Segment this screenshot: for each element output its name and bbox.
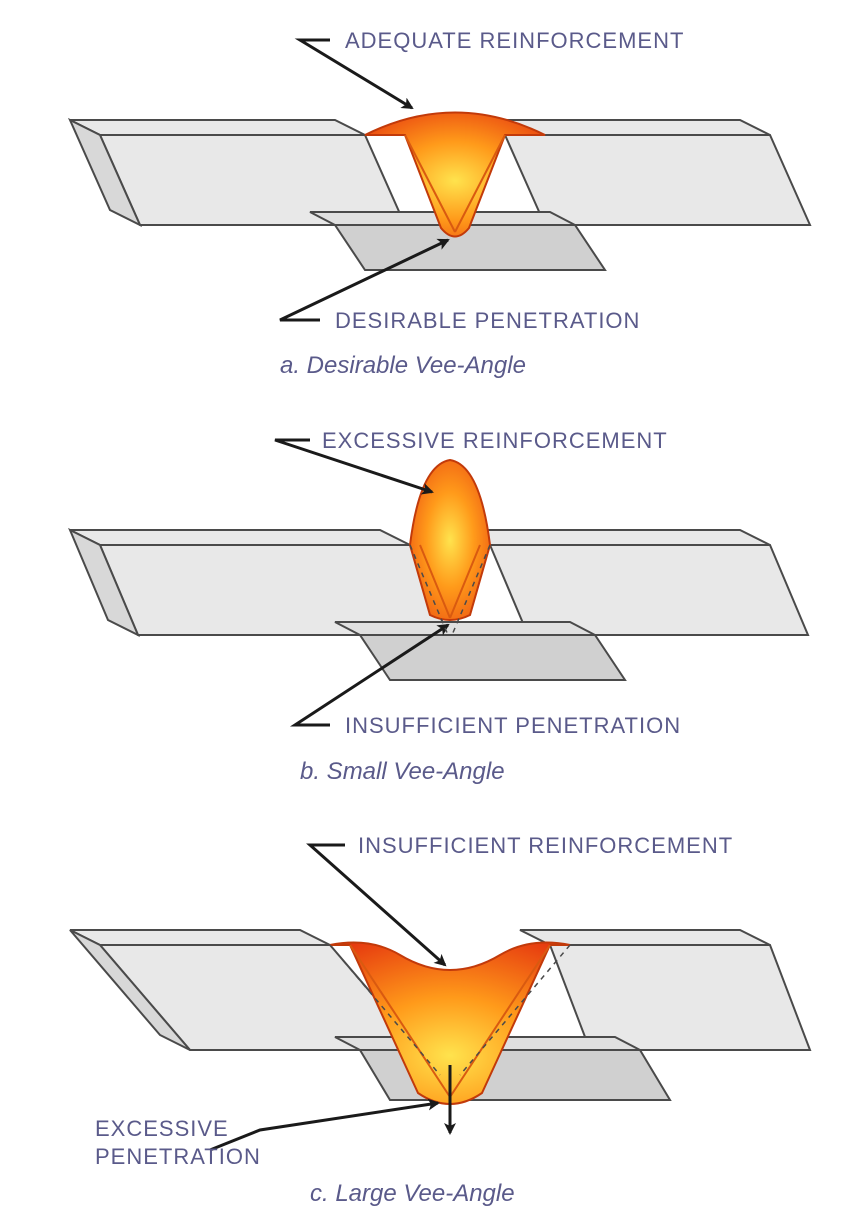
diagram-svg <box>0 0 851 1231</box>
figure-page: ADEQUATE REINFORCEMENT DESIRABLE PENETRA… <box>0 0 851 1231</box>
panel-b <box>70 440 808 725</box>
caption-c: c. Large Vee-Angle <box>310 1180 515 1208</box>
caption-b: b. Small Vee-Angle <box>300 758 505 786</box>
caption-a: a. Desirable Vee-Angle <box>280 352 526 380</box>
panel-c <box>70 845 810 1150</box>
label-a-bottom: DESIRABLE PENETRATION <box>335 308 640 334</box>
label-b-top: EXCESSIVE REINFORCEMENT <box>322 428 668 454</box>
label-a-top: ADEQUATE REINFORCEMENT <box>345 28 684 54</box>
label-b-bottom: INSUFFICIENT PENETRATION <box>345 713 681 739</box>
label-c-bottom-left: EXCESSIVE PENETRATION <box>95 1115 295 1170</box>
label-c-top: INSUFFICIENT REINFORCEMENT <box>358 833 733 859</box>
panel-a <box>70 40 810 320</box>
